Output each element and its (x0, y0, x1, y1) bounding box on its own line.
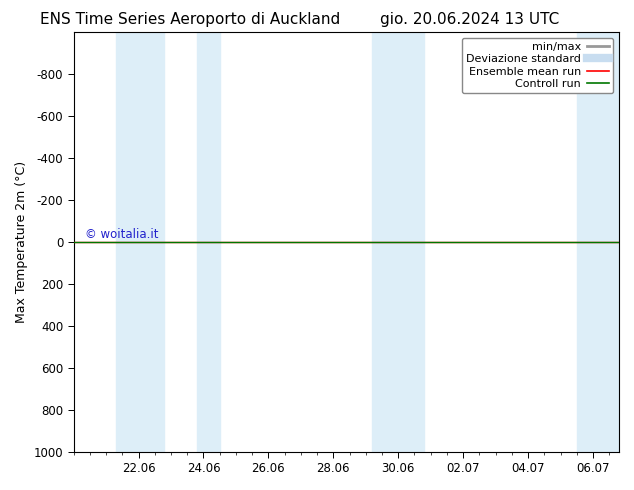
Bar (577, 32, 619, 452)
Bar (116, 32, 164, 452)
Text: ENS Time Series Aeroporto di Auckland: ENS Time Series Aeroporto di Auckland (40, 12, 340, 27)
Y-axis label: Max Temperature 2m (°C): Max Temperature 2m (°C) (15, 161, 28, 323)
Bar (197, 32, 220, 452)
Text: gio. 20.06.2024 13 UTC: gio. 20.06.2024 13 UTC (380, 12, 559, 27)
Bar (372, 32, 424, 452)
Text: © woitalia.it: © woitalia.it (84, 228, 158, 241)
Legend: min/max, Deviazione standard, Ensemble mean run, Controll run: min/max, Deviazione standard, Ensemble m… (462, 38, 614, 93)
